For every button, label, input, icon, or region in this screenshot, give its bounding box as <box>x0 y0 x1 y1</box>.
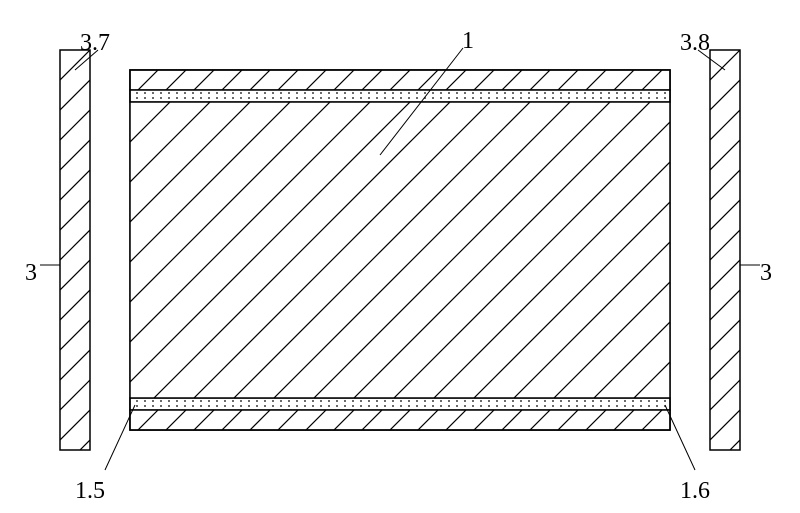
label-3-right: 3 <box>760 260 772 287</box>
technical-diagram <box>0 0 800 513</box>
label-3-7: 3.7 <box>80 30 110 57</box>
label-3-left: 3 <box>25 260 37 287</box>
label-1-5: 1.5 <box>75 478 105 505</box>
label-1: 1 <box>462 28 474 55</box>
label-3-8: 3.8 <box>680 30 710 57</box>
label-1-6: 1.6 <box>680 478 710 505</box>
